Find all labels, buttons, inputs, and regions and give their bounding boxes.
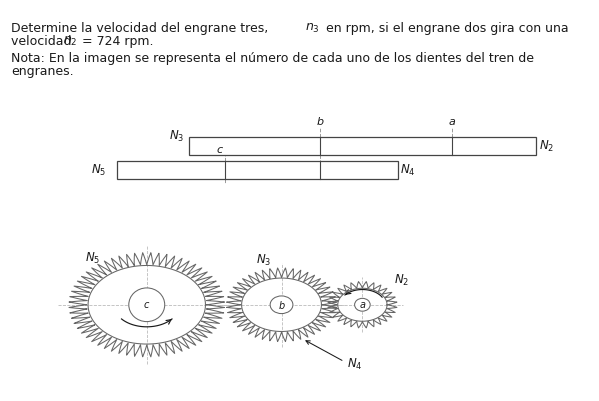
Text: $N_4$: $N_4$ [347, 357, 363, 373]
Text: $N_3$: $N_3$ [256, 253, 271, 268]
Text: $N_3$: $N_3$ [169, 129, 184, 144]
Text: $a$: $a$ [359, 300, 366, 310]
Text: $b$: $b$ [278, 299, 285, 311]
Text: $n_2$: $n_2$ [63, 35, 77, 49]
Ellipse shape [270, 296, 293, 314]
Text: $b$: $b$ [316, 115, 325, 127]
Ellipse shape [355, 298, 370, 311]
Text: $c$: $c$ [216, 145, 225, 155]
Bar [189, 137, 536, 155]
Text: $c$: $c$ [143, 300, 150, 310]
Text: engranes.: engranes. [11, 65, 74, 78]
Text: Determine la velocidad del engrane tres,: Determine la velocidad del engrane tres, [11, 22, 272, 35]
Text: $N_5$: $N_5$ [85, 251, 101, 266]
Text: $N_2$: $N_2$ [539, 139, 554, 154]
Bar [117, 161, 398, 180]
Text: $n_3$: $n_3$ [305, 22, 320, 35]
Text: = 724 rpm.: = 724 rpm. [78, 35, 154, 48]
Text: $a$: $a$ [448, 117, 456, 127]
Text: $N_4$: $N_4$ [400, 163, 416, 178]
Text: $N_2$: $N_2$ [394, 273, 409, 288]
Text: en rpm, si el engrane dos gira con una: en rpm, si el engrane dos gira con una [322, 22, 569, 35]
Text: Nota: En la imagen se representa el número de cada uno de los dientes del tren d: Nota: En la imagen se representa el núme… [11, 52, 534, 65]
Text: velocidad: velocidad [11, 35, 75, 48]
Text: $N_5$: $N_5$ [91, 163, 107, 178]
Ellipse shape [129, 288, 165, 322]
